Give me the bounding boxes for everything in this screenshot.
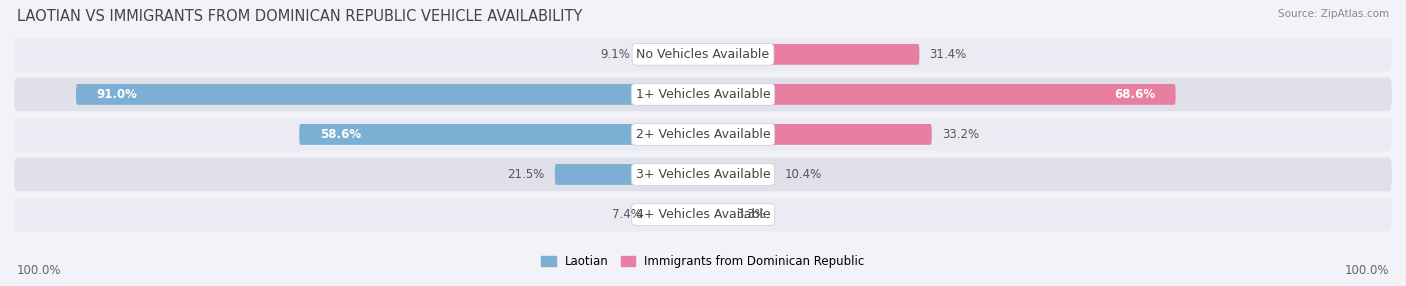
Text: 9.1%: 9.1% [600,48,630,61]
Text: 2+ Vehicles Available: 2+ Vehicles Available [636,128,770,141]
Text: 58.6%: 58.6% [321,128,361,141]
FancyBboxPatch shape [703,44,920,65]
Text: 33.2%: 33.2% [942,128,979,141]
FancyBboxPatch shape [14,198,1392,231]
Text: 3.3%: 3.3% [737,208,766,221]
Text: 68.6%: 68.6% [1114,88,1154,101]
Text: 91.0%: 91.0% [97,88,138,101]
FancyBboxPatch shape [652,204,703,225]
Text: No Vehicles Available: No Vehicles Available [637,48,769,61]
FancyBboxPatch shape [76,84,703,105]
Text: 7.4%: 7.4% [612,208,641,221]
FancyBboxPatch shape [640,44,703,65]
FancyBboxPatch shape [14,118,1392,151]
Legend: Laotian, Immigrants from Dominican Republic: Laotian, Immigrants from Dominican Repub… [537,250,869,273]
Text: 100.0%: 100.0% [1344,265,1389,277]
Text: 21.5%: 21.5% [508,168,544,181]
FancyBboxPatch shape [703,204,725,225]
FancyBboxPatch shape [555,164,703,185]
Text: Source: ZipAtlas.com: Source: ZipAtlas.com [1278,9,1389,19]
FancyBboxPatch shape [703,84,1175,105]
FancyBboxPatch shape [14,158,1392,191]
Text: 10.4%: 10.4% [785,168,823,181]
Text: 1+ Vehicles Available: 1+ Vehicles Available [636,88,770,101]
Text: 31.4%: 31.4% [929,48,967,61]
FancyBboxPatch shape [299,124,703,145]
Text: LAOTIAN VS IMMIGRANTS FROM DOMINICAN REPUBLIC VEHICLE AVAILABILITY: LAOTIAN VS IMMIGRANTS FROM DOMINICAN REP… [17,9,582,23]
FancyBboxPatch shape [703,124,932,145]
FancyBboxPatch shape [703,164,775,185]
Text: 100.0%: 100.0% [17,265,62,277]
Text: 4+ Vehicles Available: 4+ Vehicles Available [636,208,770,221]
FancyBboxPatch shape [14,37,1392,71]
FancyBboxPatch shape [14,78,1392,111]
Text: 3+ Vehicles Available: 3+ Vehicles Available [636,168,770,181]
